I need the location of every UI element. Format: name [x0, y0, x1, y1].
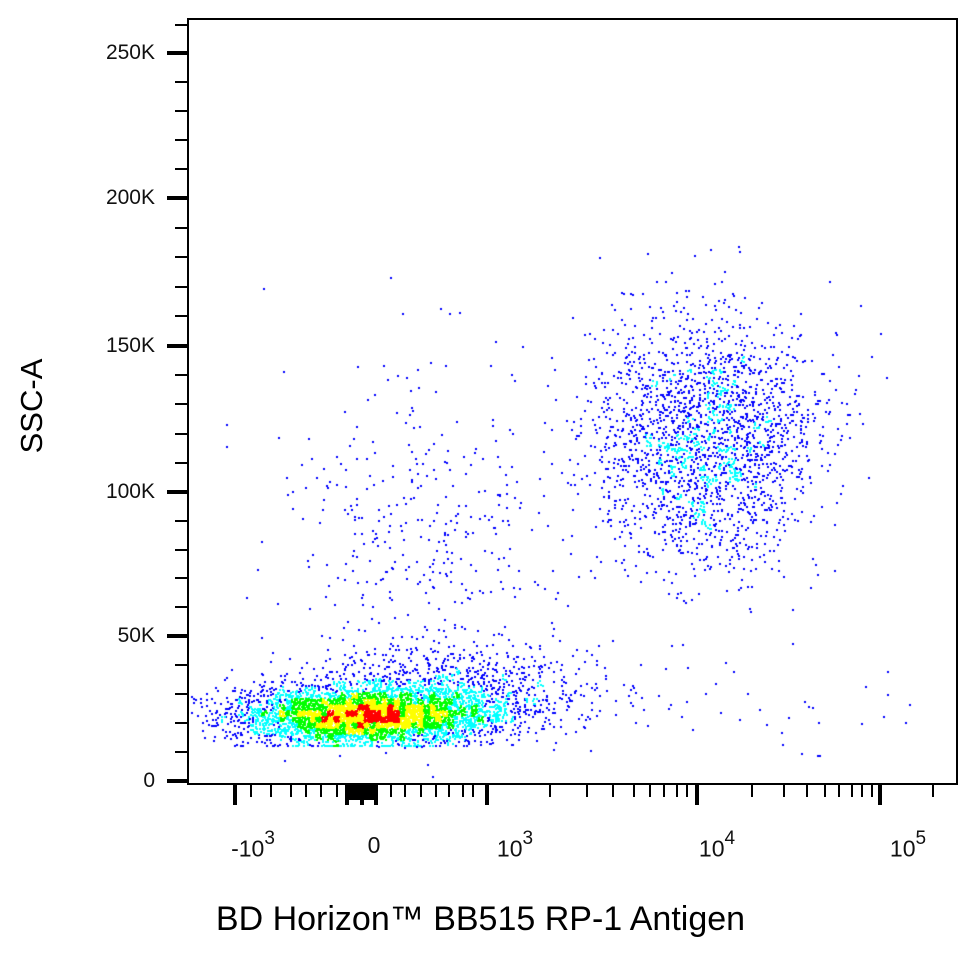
y-minor-tick: [175, 722, 188, 724]
x-minor-tick: [420, 785, 422, 797]
y-major-tick: [167, 51, 188, 55]
x-zero-block: [345, 785, 349, 805]
y-minor-tick: [175, 519, 188, 522]
y-minor-tick: [175, 110, 188, 112]
y-tick-label: 50K: [117, 624, 155, 647]
x-minor-tick: [462, 785, 464, 797]
x-minor-tick: [932, 785, 934, 797]
x-minor-tick: [250, 785, 252, 797]
y-minor-tick: [175, 285, 188, 288]
x-minor-tick: [806, 785, 809, 797]
x-minor-tick: [305, 785, 307, 797]
y-minor-tick: [175, 256, 188, 259]
x-axis-title: BD Horizon™ BB515 RP-1 Antigen: [215, 900, 746, 938]
y-tick-label: 100K: [105, 480, 155, 503]
x-minor-tick: [549, 785, 552, 797]
x-tick-label: -103: [231, 828, 275, 862]
y-minor-tick: [175, 548, 188, 551]
x-minor-tick: [472, 785, 474, 797]
y-tick-label: 0: [143, 769, 155, 792]
y-minor-tick: [175, 374, 188, 377]
x-minor-tick: [290, 785, 292, 797]
y-tick-label: 150K: [105, 334, 155, 357]
tick-exponent: 4: [724, 828, 736, 849]
x-major-tick: [878, 785, 882, 805]
x-minor-tick: [612, 785, 615, 797]
x-tick-label: 103: [496, 828, 534, 862]
x-minor-tick: [838, 785, 841, 797]
x-minor-tick: [861, 785, 864, 797]
y-minor-tick: [175, 226, 188, 229]
y-major-tick: [167, 344, 188, 348]
scatter-density-plot: [189, 20, 956, 783]
x-tick-label: 0: [367, 832, 381, 858]
x-minor-tick: [270, 785, 272, 797]
x-minor-tick: [632, 785, 635, 797]
y-major-tick: [167, 779, 188, 783]
x-major-tick: [233, 785, 237, 805]
x-minor-tick: [320, 785, 322, 797]
y-minor-tick: [175, 24, 188, 26]
y-minor-tick: [175, 139, 188, 141]
y-minor-tick: [175, 81, 188, 83]
x-major-tick: [485, 785, 489, 805]
x-minor-tick: [586, 785, 589, 797]
x-minor-tick: [448, 785, 450, 797]
y-minor-tick: [175, 606, 188, 609]
y-minor-tick: [175, 461, 188, 464]
tick-exponent: 5: [915, 828, 927, 849]
x-tick-label: 105: [889, 828, 927, 862]
y-tick-label: 250K: [105, 41, 155, 64]
x-tick-label: 104: [698, 828, 736, 862]
y-minor-tick: [175, 168, 188, 170]
x-minor-tick: [663, 785, 666, 797]
x-major-tick: [695, 785, 699, 805]
y-minor-tick: [175, 315, 188, 318]
tick-exponent: 3: [522, 828, 534, 849]
x-minor-tick: [850, 785, 853, 797]
x-minor-tick: [390, 785, 392, 797]
x-minor-tick: [686, 785, 689, 797]
x-minor-tick: [823, 785, 826, 797]
y-minor-tick: [175, 693, 188, 695]
y-minor-tick: [175, 403, 188, 406]
y-tick-label: 200K: [105, 186, 155, 209]
x-minor-tick: [336, 785, 338, 797]
y-minor-tick: [175, 577, 188, 580]
y-minor-tick: [175, 432, 188, 435]
tick-exponent: 3: [264, 828, 275, 849]
x-minor-tick: [435, 785, 437, 797]
x-zero-block: [374, 785, 378, 805]
y-major-tick: [167, 490, 188, 494]
y-minor-tick: [175, 664, 188, 666]
x-minor-tick: [675, 785, 678, 797]
y-minor-tick: [175, 751, 188, 753]
x-minor-tick: [751, 785, 754, 797]
y-major-tick: [167, 634, 188, 638]
y-axis-title: SSC-A: [14, 358, 49, 454]
x-zero-block: [345, 785, 378, 800]
x-minor-tick: [870, 785, 873, 797]
x-minor-tick: [404, 785, 406, 797]
x-minor-tick: [783, 785, 786, 797]
y-major-tick: [167, 196, 188, 200]
x-minor-tick: [649, 785, 652, 797]
